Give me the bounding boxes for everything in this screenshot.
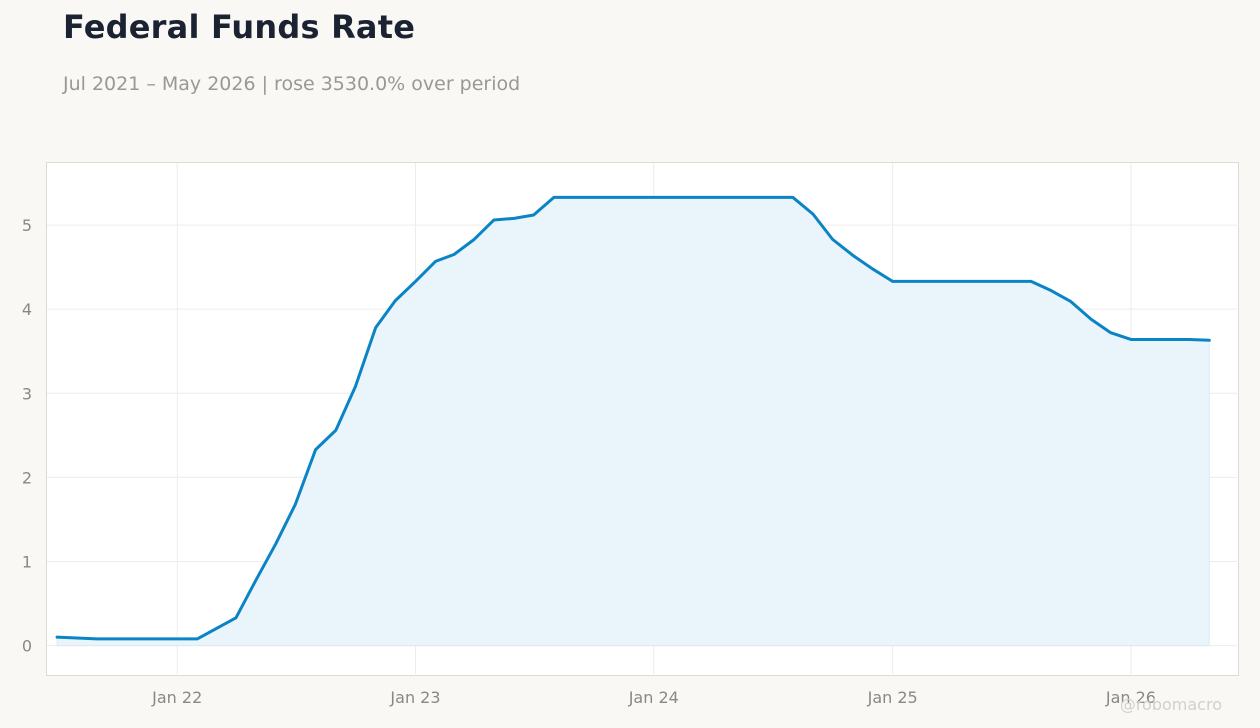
watermark: @robomacro [1119, 695, 1222, 714]
x-tick-label: Jan 25 [867, 688, 918, 707]
y-tick-label: 1 [22, 552, 32, 571]
y-tick-label: 2 [22, 468, 32, 487]
x-tick-label: Jan 24 [628, 688, 679, 707]
y-tick-label: 3 [22, 384, 32, 403]
x-tick-label: Jan 23 [389, 688, 440, 707]
chart-title: Federal Funds Rate [63, 8, 416, 46]
x-tick-label: Jan 22 [151, 688, 202, 707]
y-tick-label: 0 [22, 637, 32, 656]
y-tick-label: 4 [22, 300, 32, 319]
y-tick-label: 5 [22, 216, 32, 235]
series-line [55, 195, 1211, 641]
x-axis-ticks: Jan 22 Jan 23 Jan 24 Jan 25 Jan 26 [151, 688, 1156, 707]
x-tick-label: Jan 26 [1105, 688, 1156, 707]
chart-subtitle: Jul 2021 – May 2026 | rose 3530.0% over … [63, 73, 521, 95]
series-line-group [55, 195, 1211, 641]
y-axis-ticks: 0 1 2 3 4 5 [22, 216, 32, 655]
